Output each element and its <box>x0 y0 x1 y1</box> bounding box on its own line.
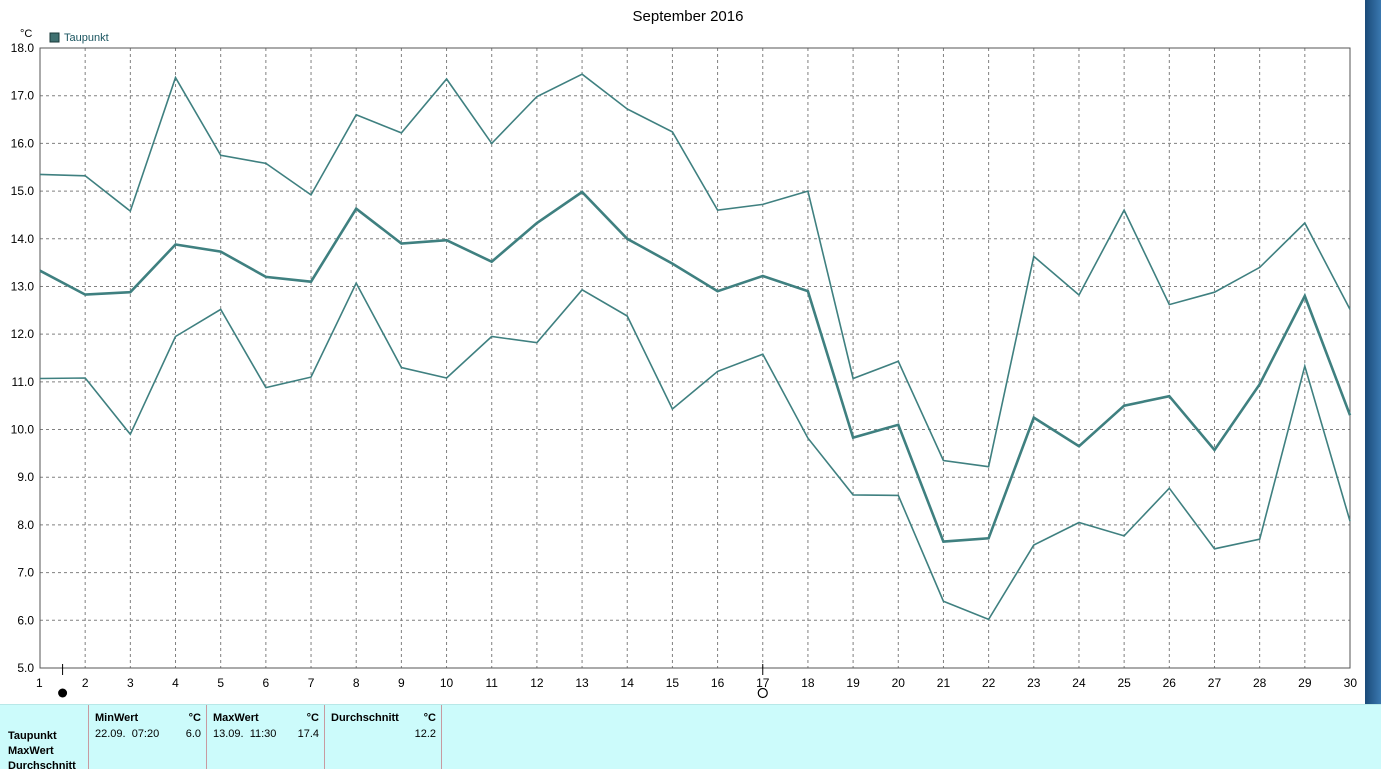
x-tick-label: 13 <box>575 676 589 690</box>
x-tick-label: 21 <box>937 676 951 690</box>
x-tick-label: 11 <box>485 676 498 690</box>
min-value: 6.0 <box>185 728 201 740</box>
legend-swatch <box>49 32 60 43</box>
max-timestamp: 13.09. 11:30 <box>213 728 277 740</box>
y-tick-label: 14.0 <box>11 232 35 246</box>
x-tick-label: 23 <box>1027 676 1041 690</box>
y-axis: 5.0 6.0 7.0 8.0 9.0 10.0 11.0 12.0 13.0 14.0 15.0 1… <box>11 41 35 675</box>
series-line-1 <box>39 73 1351 468</box>
avg-header: Durchschnitt <box>331 712 399 724</box>
x-tick-label: 17 <box>756 676 770 690</box>
x-tick-label: 22 <box>982 676 996 690</box>
x-tick-label: 19 <box>846 676 860 690</box>
x-tick-label: 10 <box>440 676 454 690</box>
x-tick-label: 28 <box>1253 676 1267 690</box>
x-tick-label: 24 <box>1072 676 1086 690</box>
x-tick-label: 25 <box>1117 676 1131 690</box>
x-tick-label: 27 <box>1208 676 1222 690</box>
y-tick-label: 8.0 <box>17 518 34 532</box>
x-axis: 1 2 3 4 5 6 7 8 9 10 11 12 13 14 15 16 17 18 19 20 21 22 23 24 2… <box>36 676 1357 690</box>
y-tick-label: 6.0 <box>17 613 34 627</box>
x-tick-label: 18 <box>801 676 815 690</box>
x-tick-label: 30 <box>1344 676 1358 690</box>
y-tick-label: 13.0 <box>11 279 35 293</box>
y-tick-label: 15.0 <box>11 184 35 198</box>
min-header: MinWert <box>95 712 139 724</box>
stats-column-avg: Durchschnitt °C 12.2 <box>324 705 442 769</box>
x-tick-label: 20 <box>892 676 906 690</box>
stats-column-divider <box>441 705 442 769</box>
x-tick-label: 14 <box>621 676 635 690</box>
y-unit-label: °C <box>20 28 32 40</box>
avg-value: 12.2 <box>414 728 436 740</box>
series <box>39 73 1352 621</box>
x-tick-label: 12 <box>530 676 544 690</box>
x-tick-label: 29 <box>1298 676 1312 690</box>
stats-column-min: MinWert °C 22.09. 07:20 6.0 <box>88 705 207 769</box>
y-tick-label: 7.0 <box>17 566 34 580</box>
y-tick-label: 16.0 <box>11 136 35 150</box>
x-tick-label: 2 <box>82 676 89 690</box>
max-unit: °C <box>306 712 319 724</box>
window-edge <box>1365 0 1381 704</box>
min-timestamp: 22.09. 07:20 <box>95 728 160 740</box>
row-label-maxwert: MaxWert <box>8 745 54 757</box>
y-tick-label: 5.0 <box>17 661 34 675</box>
x-tick-label: 15 <box>666 676 680 690</box>
series-line-3 <box>39 281 1351 621</box>
dewpoint-chart: September 2016 °C Taupunkt 5.0 6.0 7.0 8.0 9… <box>11 8 1357 699</box>
x-tick-label: 9 <box>398 676 405 690</box>
x-tick-label: 16 <box>711 676 725 690</box>
y-tick-label: 18.0 <box>11 41 35 55</box>
legend-label: Taupunkt <box>64 32 109 44</box>
stats-panel: Taupunkt MaxWert Durchschnitt MinWert °C… <box>0 704 1381 772</box>
row-label-durchschnitt: Durchschnitt <box>8 760 76 772</box>
grid <box>40 48 1350 668</box>
x-tick-label: 26 <box>1163 676 1177 690</box>
y-tick-label: 17.0 <box>11 89 35 103</box>
moon-phases <box>58 664 768 699</box>
series-line-2 <box>39 190 1352 543</box>
full-moon-icon <box>757 687 768 699</box>
y-tick-label: 9.0 <box>17 470 34 484</box>
new-moon-icon <box>58 688 68 698</box>
x-tick-label: 5 <box>217 676 224 690</box>
x-tick-label: 7 <box>308 676 315 690</box>
y-tick-label: 12.0 <box>11 327 35 341</box>
max-value: 17.4 <box>297 728 319 740</box>
avg-unit: °C <box>423 712 436 724</box>
stats-row-labels: Taupunkt MaxWert Durchschnitt <box>8 729 76 774</box>
max-header: MaxWert <box>213 712 259 724</box>
x-tick-label: 8 <box>353 676 360 690</box>
x-tick-label: 4 <box>172 676 179 690</box>
row-label-taupunkt: Taupunkt <box>8 730 57 742</box>
x-tick-label: 1 <box>36 676 43 690</box>
min-unit: °C <box>188 712 201 724</box>
stats-column-max: MaxWert °C 13.09. 11:30 17.4 <box>206 705 325 769</box>
y-tick-label: 11.0 <box>12 375 35 389</box>
x-tick-label: 3 <box>127 676 134 690</box>
chart-title: September 2016 <box>633 8 744 25</box>
y-tick-label: 10.0 <box>11 423 35 437</box>
plot-frame <box>39 47 1351 669</box>
x-tick-label: 6 <box>263 676 270 690</box>
